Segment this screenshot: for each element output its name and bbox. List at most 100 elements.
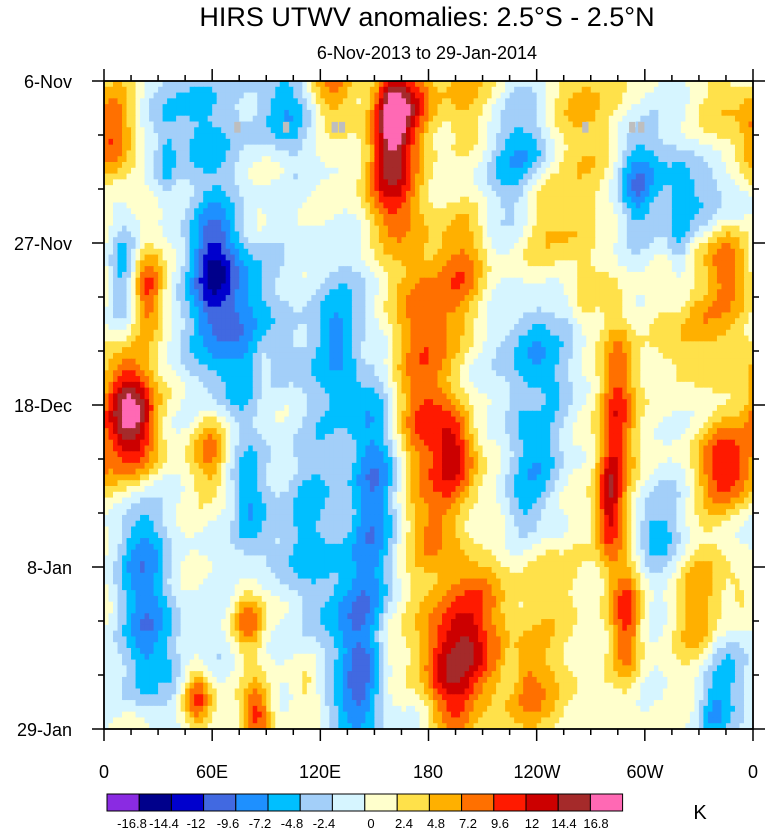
anomaly-cell (203, 150, 209, 157)
anomaly-cell (311, 208, 317, 215)
anomaly-cell (144, 138, 150, 146)
anomaly-cell (203, 185, 209, 192)
anomaly-cell (460, 208, 466, 215)
anomaly-cell (324, 81, 330, 88)
anomaly-cell (320, 225, 326, 233)
anomaly-cell (333, 214, 339, 221)
anomaly-cell (356, 254, 362, 261)
anomaly-cell (284, 92, 290, 99)
anomaly-cell (198, 271, 204, 279)
anomaly-cell (509, 127, 515, 134)
anomaly-cell (419, 266, 425, 273)
anomaly-cell (743, 98, 750, 105)
anomaly-cell (662, 243, 668, 250)
anomaly-cell (644, 173, 650, 180)
anomaly-cell (369, 173, 376, 180)
anomaly-cell (469, 260, 475, 267)
anomaly-cell (356, 214, 362, 221)
anomaly-cell (216, 225, 222, 233)
anomaly-cell (180, 185, 186, 192)
anomaly-cell (180, 190, 186, 198)
anomaly-cell (275, 237, 281, 244)
anomaly-cell (694, 173, 700, 180)
anomaly-cell (541, 92, 547, 99)
anomaly-cell (302, 214, 308, 221)
anomaly-cell (676, 144, 682, 152)
anomaly-cell (203, 138, 209, 146)
anomaly-cell (189, 243, 195, 250)
anomaly-cell (613, 133, 619, 140)
anomaly-cell (320, 92, 326, 99)
anomaly-cell (329, 109, 335, 117)
anomaly-cell (689, 248, 696, 256)
anomaly-cell (577, 208, 583, 215)
anomaly-cell (730, 219, 736, 227)
anomaly-cell (649, 190, 655, 198)
anomaly-cell (365, 185, 371, 192)
anomaly-cell (374, 208, 380, 215)
anomaly-cell (302, 225, 308, 233)
anomaly-cell (604, 150, 610, 157)
anomaly-cell (662, 237, 668, 244)
anomaly-cell (131, 98, 137, 105)
anomaly-cell (725, 109, 732, 117)
anomaly-cell (293, 271, 299, 279)
anomaly-cell (730, 98, 736, 105)
anomaly-cell (401, 144, 407, 152)
anomaly-cell (347, 196, 353, 204)
anomaly-cell (712, 208, 718, 215)
anomaly-cell (194, 243, 200, 250)
anomaly-cell (410, 248, 416, 256)
anomaly-cell (721, 190, 727, 198)
anomaly-cell (243, 254, 249, 261)
anomaly-cell (396, 173, 403, 180)
anomaly-cell (405, 104, 412, 111)
anomaly-cell (104, 277, 110, 285)
anomaly-cell (464, 196, 470, 204)
anomaly-cell (680, 243, 686, 250)
anomaly-cell (153, 138, 159, 146)
anomaly-cell (234, 190, 240, 198)
anomaly-cell (311, 167, 317, 175)
anomaly-cell (180, 214, 186, 221)
anomaly-cell (329, 98, 335, 105)
anomaly-cell (532, 225, 538, 233)
anomaly-cell (491, 115, 497, 123)
anomaly-cell (351, 219, 357, 227)
anomaly-cell (167, 104, 173, 111)
anomaly-cell (347, 225, 353, 233)
anomaly-cell (577, 150, 583, 157)
anomaly-cell (329, 202, 335, 209)
anomaly-cell (509, 81, 515, 88)
anomaly-cell (176, 121, 182, 128)
anomaly-cell (455, 109, 461, 117)
anomaly-cell (554, 121, 560, 128)
anomaly-cell (342, 202, 348, 209)
anomaly-cell (365, 138, 371, 146)
anomaly-cell (248, 243, 254, 250)
anomaly-cell (396, 237, 403, 244)
anomaly-cell (153, 266, 159, 273)
anomaly-cell (707, 156, 714, 163)
anomaly-cell (113, 162, 119, 169)
anomaly-cell (446, 248, 452, 256)
anomaly-cell (140, 266, 146, 273)
anomaly-cell (514, 248, 520, 256)
anomaly-cell (734, 121, 741, 128)
anomaly-cell (351, 156, 357, 163)
anomaly-cell (257, 248, 263, 256)
anomaly-cell (482, 271, 488, 279)
anomaly-cell (626, 248, 632, 256)
anomaly-cell (613, 138, 619, 146)
anomaly-cell (302, 86, 308, 94)
anomaly-cell (550, 208, 556, 215)
anomaly-cell (509, 185, 515, 192)
anomaly-cell (135, 260, 141, 267)
anomaly-cell (131, 219, 137, 227)
anomaly-cell (108, 179, 114, 186)
anomaly-cell (707, 127, 714, 134)
anomaly-cell (716, 138, 723, 146)
anomaly-cell (509, 266, 515, 273)
anomaly-cell (248, 179, 254, 186)
anomaly-cell (698, 260, 705, 267)
